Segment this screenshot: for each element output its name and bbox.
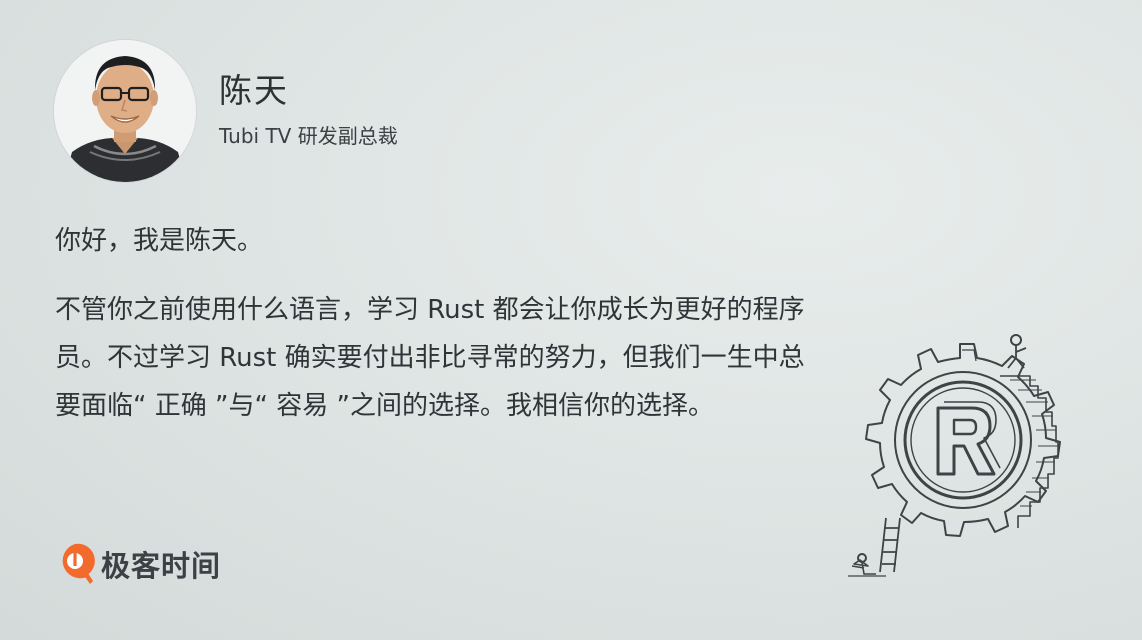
author-avatar <box>54 40 196 182</box>
person-portrait-icon <box>54 40 196 182</box>
brand-name: 极客时间 <box>101 549 222 583</box>
greeting-text: 你好，我是陈天。 <box>55 226 264 256</box>
rust-gear-illustration-icon <box>848 334 1061 577</box>
author-title: Tubi TV 研发副总裁 <box>219 124 398 148</box>
geektime-logo-icon <box>62 543 95 584</box>
message-body: 不管你之前使用什么语言，学习 Rust 都会让你成长为更好的程序员。不过学习 R… <box>55 295 805 421</box>
brand-logo: 极客时间 <box>55 542 221 586</box>
author-name: 陈天 <box>219 71 289 110</box>
